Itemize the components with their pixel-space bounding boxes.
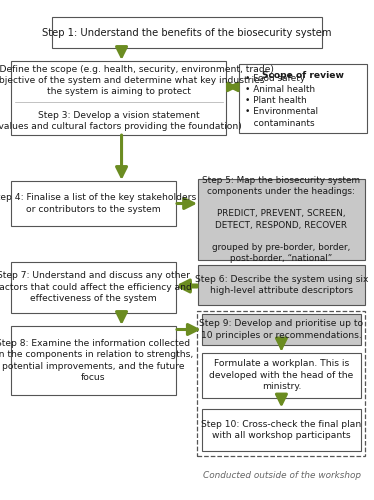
Text: Conducted outside of the workshop: Conducted outside of the workshop [203, 472, 361, 480]
FancyBboxPatch shape [11, 326, 176, 395]
FancyBboxPatch shape [52, 18, 322, 48]
Text: Formulate a workplan. This is
developed with the head of the
ministry.: Formulate a workplan. This is developed … [209, 359, 353, 391]
FancyBboxPatch shape [198, 265, 365, 305]
FancyBboxPatch shape [202, 408, 361, 451]
Text: • Food safety
• Animal health
• Plant health
• Environmental
   contaminants: • Food safety • Animal health • Plant he… [245, 74, 318, 128]
FancyBboxPatch shape [202, 352, 361, 398]
Text: Step 1: Understand the benefits of the biosecurity system: Step 1: Understand the benefits of the b… [42, 28, 332, 38]
Text: Scope of review: Scope of review [262, 70, 344, 80]
FancyBboxPatch shape [197, 311, 365, 456]
Text: Step 3: Develop a vision statement
(values and cultural factors providing the fo: Step 3: Develop a vision statement (valu… [0, 111, 242, 131]
Text: Step 10: Cross-check the final plan
with all workshop participants: Step 10: Cross-check the final plan with… [201, 420, 362, 440]
FancyBboxPatch shape [11, 262, 176, 312]
FancyBboxPatch shape [11, 61, 226, 135]
Text: Step 8: Examine the information collected
on the components in relation to stren: Step 8: Examine the information collecte… [0, 339, 194, 382]
FancyBboxPatch shape [202, 314, 361, 345]
Text: Step 2: Define the scope (e.g. health, security, environment, trade)
and objecti: Step 2: Define the scope (e.g. health, s… [0, 64, 274, 96]
Text: Step 7: Understand and discuss any other
factors that could affect the efficienc: Step 7: Understand and discuss any other… [0, 271, 191, 303]
FancyBboxPatch shape [239, 64, 367, 132]
Text: Step 9: Develop and prioritise up to
10 principles or recommendations.: Step 9: Develop and prioritise up to 10 … [199, 320, 364, 340]
FancyBboxPatch shape [198, 179, 365, 260]
Text: Step 4: Finalise a list of the key stakeholders
or contributors to the system: Step 4: Finalise a list of the key stake… [0, 194, 196, 214]
FancyBboxPatch shape [11, 181, 176, 226]
Text: Step 5: Map the biosecurity system
components under the headings:

PREDICT, PREV: Step 5: Map the biosecurity system compo… [202, 176, 361, 263]
Text: Step 6: Describe the system using six
high-level attribute descriptors: Step 6: Describe the system using six hi… [195, 275, 368, 295]
